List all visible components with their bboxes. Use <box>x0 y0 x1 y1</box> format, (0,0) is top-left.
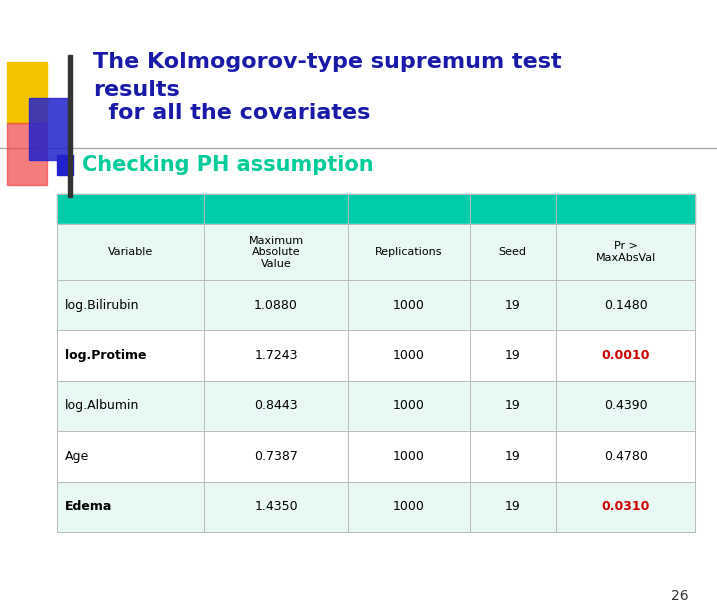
Text: Age: Age <box>65 450 89 463</box>
Text: results: results <box>93 80 180 100</box>
Text: log.Albumin: log.Albumin <box>65 399 139 413</box>
Bar <box>57 224 695 280</box>
Bar <box>57 482 695 532</box>
Text: log.Bilirubin: log.Bilirubin <box>65 298 139 312</box>
Text: 1.4350: 1.4350 <box>255 500 298 514</box>
Bar <box>57 381 695 431</box>
Bar <box>57 280 695 330</box>
Text: 0.8443: 0.8443 <box>255 399 298 413</box>
Bar <box>57 431 695 482</box>
Text: 19: 19 <box>505 399 521 413</box>
Text: Pr >
MaxAbsVal: Pr > MaxAbsVal <box>595 241 656 263</box>
Text: The Kolmogorov-type supremum test: The Kolmogorov-type supremum test <box>93 52 562 73</box>
Text: 19: 19 <box>505 349 521 362</box>
Text: 1.0880: 1.0880 <box>254 298 298 312</box>
Text: Replications: Replications <box>375 247 442 257</box>
Text: Maximum
Absolute
Value: Maximum Absolute Value <box>249 236 303 269</box>
Text: 1.7243: 1.7243 <box>255 349 298 362</box>
Text: Edema: Edema <box>65 500 112 514</box>
Text: 0.7387: 0.7387 <box>254 450 298 463</box>
Text: 0.4780: 0.4780 <box>604 450 647 463</box>
Text: 0.1480: 0.1480 <box>604 298 647 312</box>
Bar <box>57 155 73 175</box>
Text: Checking PH assumption: Checking PH assumption <box>82 155 374 175</box>
Text: 19: 19 <box>505 450 521 463</box>
Text: Seed: Seed <box>498 247 527 257</box>
Text: log.Protime: log.Protime <box>65 349 146 362</box>
Bar <box>68 55 72 197</box>
Bar <box>7 123 47 184</box>
Bar <box>29 98 68 160</box>
Text: 19: 19 <box>505 298 521 312</box>
Text: 1000: 1000 <box>393 399 424 413</box>
Bar <box>7 62 47 123</box>
Text: Variable: Variable <box>108 247 153 257</box>
Text: 1000: 1000 <box>393 298 424 312</box>
Text: 1000: 1000 <box>393 450 424 463</box>
Text: 26: 26 <box>670 589 688 603</box>
Text: 0.0010: 0.0010 <box>602 349 650 362</box>
Text: for all the covariates: for all the covariates <box>93 103 371 124</box>
Text: 0.0310: 0.0310 <box>602 500 650 514</box>
Text: 1000: 1000 <box>393 500 424 514</box>
Text: 0.4390: 0.4390 <box>604 399 647 413</box>
Text: 1000: 1000 <box>393 349 424 362</box>
Text: 19: 19 <box>505 500 521 514</box>
Bar <box>57 194 695 224</box>
Bar <box>57 330 695 381</box>
